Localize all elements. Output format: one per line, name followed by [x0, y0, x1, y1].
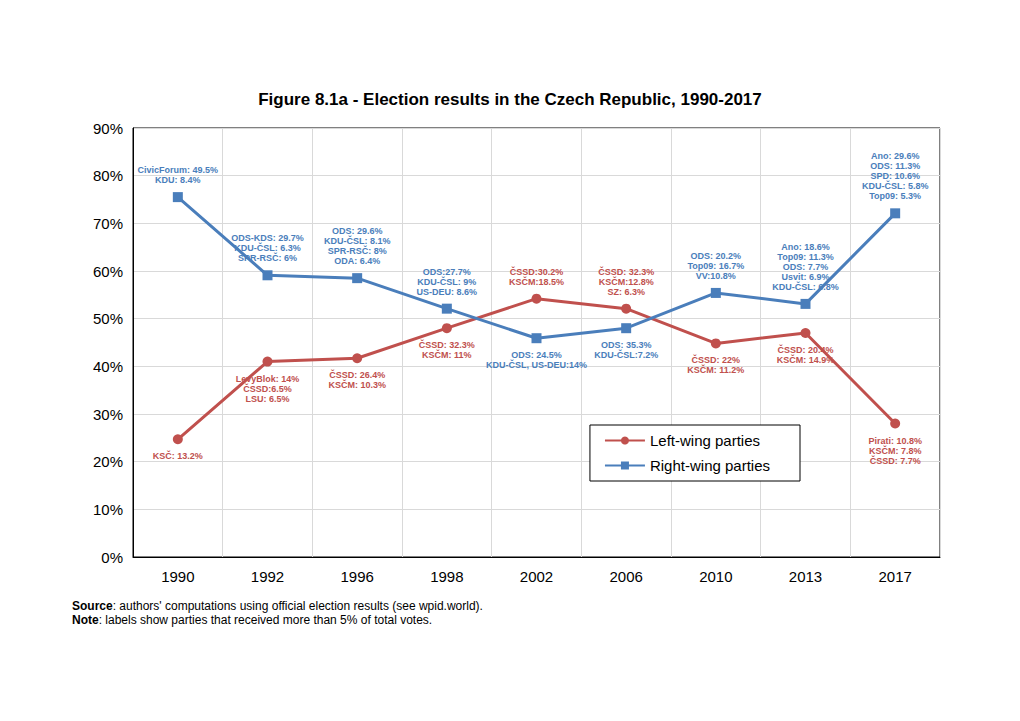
svg-text:ČSSD: 22%: ČSSD: 22%: [692, 354, 741, 365]
svg-text:KSČ: 13.2%: KSČ: 13.2%: [153, 450, 203, 461]
svg-text:KDU-ČSL: 6.3%: KDU-ČSL: 6.3%: [234, 242, 301, 253]
svg-text:Figure 8.1a - Election results: Figure 8.1a - Election results in the Cz…: [258, 90, 762, 109]
svg-text:40%: 40%: [93, 358, 123, 375]
svg-text:CivicForum: 49.5%: CivicForum: 49.5%: [138, 165, 219, 175]
svg-text:ODS: 11.3%: ODS: 11.3%: [870, 161, 920, 171]
svg-text:ČSSD: 26.4%: ČSSD: 26.4%: [329, 369, 385, 380]
svg-text:1990: 1990: [161, 568, 194, 585]
svg-text:: labels show parties that rec: : labels show parties that received more…: [99, 613, 433, 627]
svg-text:ČSSD:6.5%: ČSSD:6.5%: [243, 383, 292, 394]
svg-text:70%: 70%: [93, 215, 123, 232]
svg-text:LSU: 6.5%: LSU: 6.5%: [245, 394, 289, 404]
svg-text:ČSSD: 20.4%: ČSSD: 20.4%: [777, 344, 833, 355]
svg-text:US-DEU: 8.6%: US-DEU: 8.6%: [417, 287, 478, 297]
svg-text:20%: 20%: [93, 453, 123, 470]
svg-text:ČSSD: 7.7%: ČSSD: 7.7%: [870, 455, 921, 466]
svg-text:KSČM:18.5%: KSČM:18.5%: [509, 276, 564, 287]
svg-text:1998: 1998: [430, 568, 463, 585]
svg-text:2013: 2013: [789, 568, 822, 585]
svg-text:90%: 90%: [93, 120, 123, 137]
svg-text:Usvit: 6.9%: Usvit: 6.9%: [781, 272, 829, 282]
svg-text:Top09: 11.3%: Top09: 11.3%: [777, 252, 833, 262]
svg-text:KDU-ČSL:7.2%: KDU-ČSL:7.2%: [594, 349, 658, 360]
svg-text:50%: 50%: [93, 310, 123, 327]
svg-text:KDU: 8.4%: KDU: 8.4%: [155, 175, 201, 185]
svg-text:60%: 60%: [93, 263, 123, 280]
svg-text:1992: 1992: [251, 568, 284, 585]
svg-text:LevyBlok: 14%: LevyBlok: 14%: [236, 374, 300, 384]
svg-text:Note: Note: [72, 613, 99, 627]
svg-text:ODS: 24.5%: ODS: 24.5%: [511, 350, 562, 360]
svg-text:: authors' computations using: : authors' computations using official e…: [113, 599, 483, 613]
svg-text:Right-wing parties: Right-wing parties: [650, 457, 770, 474]
svg-text:KSČM: 10.3%: KSČM: 10.3%: [328, 379, 386, 390]
svg-text:80%: 80%: [93, 167, 123, 184]
svg-text:KSČM: 11.2%: KSČM: 11.2%: [687, 364, 744, 375]
svg-text:KDU-ČSL: 8.1%: KDU-ČSL: 8.1%: [324, 235, 391, 246]
svg-text:1996: 1996: [340, 568, 373, 585]
svg-text:2010: 2010: [699, 568, 732, 585]
svg-text:ODS: 20.2%: ODS: 20.2%: [691, 251, 742, 261]
svg-text:Source: Source: [72, 599, 113, 613]
svg-text:SPD: 10.6%: SPD: 10.6%: [870, 171, 920, 181]
svg-text:ODS:27.7%: ODS:27.7%: [423, 267, 471, 277]
svg-text:ODS: 29.6%: ODS: 29.6%: [332, 226, 383, 236]
svg-text:ČSSD:30.2%: ČSSD:30.2%: [510, 266, 564, 277]
svg-text:2002: 2002: [520, 568, 553, 585]
svg-text:SZ: 6.3%: SZ: 6.3%: [607, 287, 645, 297]
svg-text:Pirati: 10.8%: Pirati: 10.8%: [868, 436, 922, 446]
svg-text:KSČM: 7.8%: KSČM: 7.8%: [869, 445, 922, 456]
svg-text:ČSSD: 32.3%: ČSSD: 32.3%: [419, 339, 475, 350]
svg-text:2017: 2017: [878, 568, 911, 585]
svg-text:KSČM: 14.9%: KSČM: 14.9%: [777, 354, 835, 365]
svg-text:KDU-ČSL: 6.8%: KDU-ČSL: 6.8%: [772, 281, 839, 292]
svg-text:0%: 0%: [101, 549, 123, 566]
svg-text:KDU-ČSL: 9%: KDU-ČSL: 9%: [417, 276, 476, 287]
svg-text:Top09: 5.3%: Top09: 5.3%: [869, 191, 921, 201]
svg-text:SPR-RSČ: 6%: SPR-RSČ: 6%: [238, 252, 297, 263]
svg-text:KSČM:12.8%: KSČM:12.8%: [599, 276, 654, 287]
svg-text:Ano: 18.6%: Ano: 18.6%: [781, 242, 830, 252]
svg-text:2006: 2006: [609, 568, 642, 585]
svg-text:ODS: 35.3%: ODS: 35.3%: [601, 340, 652, 350]
svg-text:Ano: 29.6%: Ano: 29.6%: [871, 151, 920, 161]
svg-text:ODA: 6.4%: ODA: 6.4%: [334, 256, 380, 266]
svg-text:KDU-ČSL: 5.8%: KDU-ČSL: 5.8%: [862, 180, 929, 191]
svg-text:10%: 10%: [93, 501, 123, 518]
svg-text:KSČM: 11%: KSČM: 11%: [422, 349, 472, 360]
svg-text:ODS-KDS: 29.7%: ODS-KDS: 29.7%: [231, 233, 304, 243]
svg-text:Top09: 16.7%: Top09: 16.7%: [687, 261, 744, 271]
svg-text:KDU-ČSL, US-DEU:14%: KDU-ČSL, US-DEU:14%: [486, 359, 587, 370]
svg-text:ČSSD: 32.3%: ČSSD: 32.3%: [598, 266, 654, 277]
svg-text:Left-wing parties: Left-wing parties: [650, 432, 760, 449]
svg-text:30%: 30%: [93, 406, 123, 423]
svg-text:VV:10.8%: VV:10.8%: [696, 271, 736, 281]
svg-text:SPR-RSČ: 8%: SPR-RSČ: 8%: [328, 245, 387, 256]
svg-text:ODS: 7.7%: ODS: 7.7%: [783, 262, 829, 272]
